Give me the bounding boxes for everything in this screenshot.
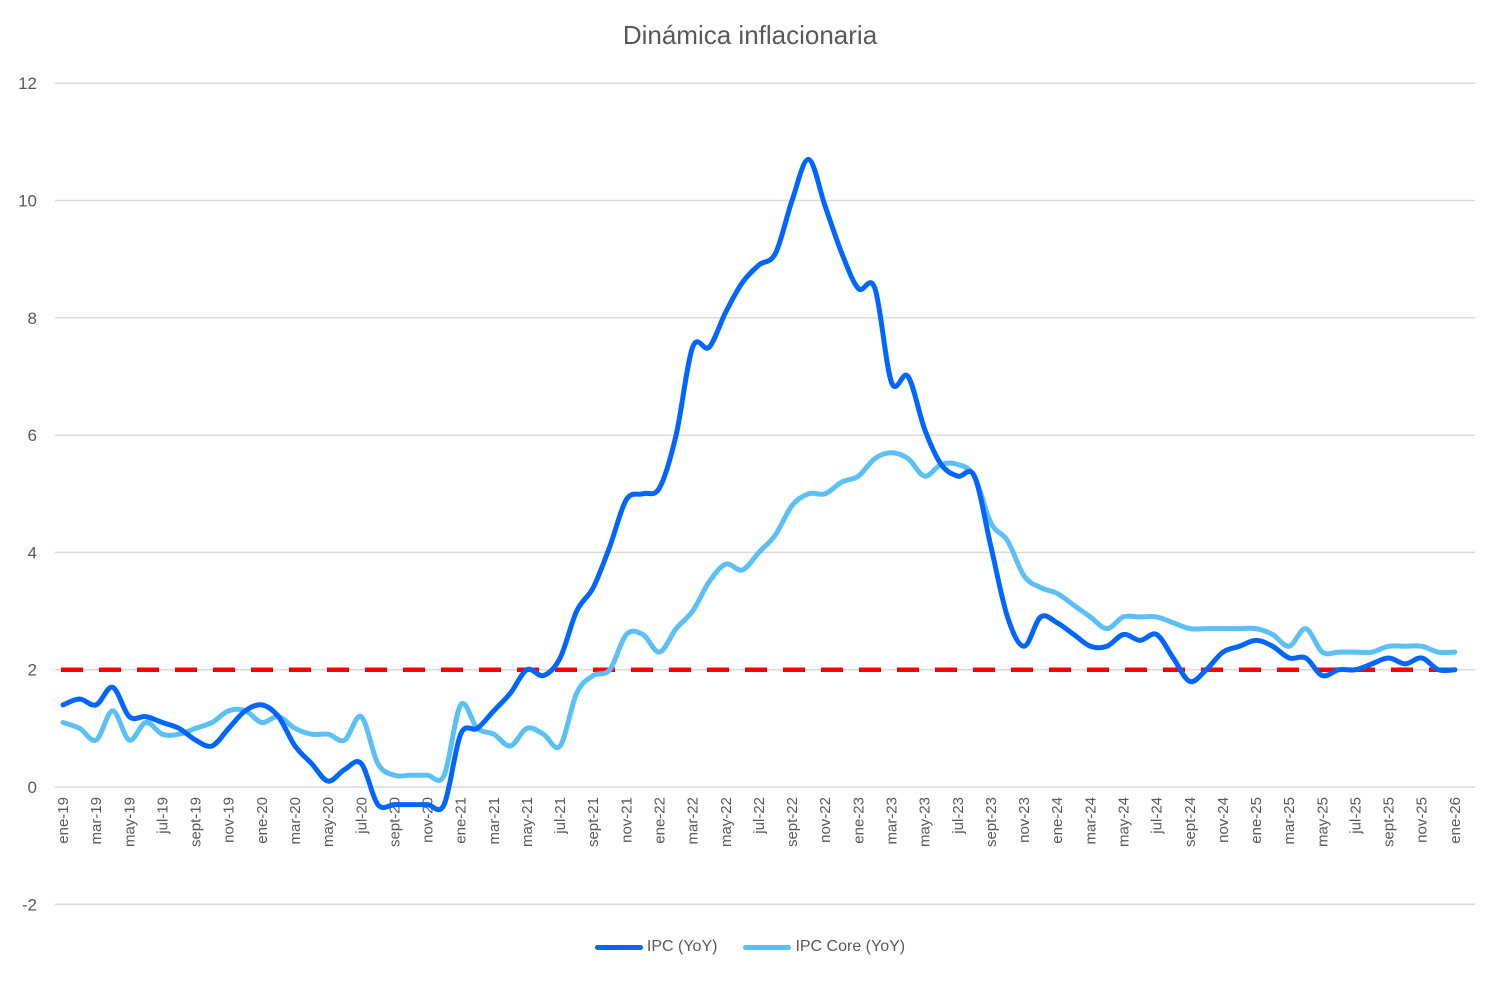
x-tick-label: mar-19 bbox=[88, 797, 105, 845]
x-tick-label: nov-22 bbox=[817, 797, 834, 843]
y-tick-label: 2 bbox=[28, 661, 37, 680]
x-tick-label: sept-25 bbox=[1381, 797, 1398, 847]
x-tick-label: may-22 bbox=[718, 797, 735, 847]
legend-swatch-ipc-core bbox=[743, 944, 792, 950]
y-tick-label: -2 bbox=[22, 895, 37, 914]
x-tick-label: may-19 bbox=[121, 797, 138, 847]
x-tick-label: mar-23 bbox=[884, 797, 901, 845]
x-tick-label: sept-20 bbox=[386, 797, 403, 847]
x-tick-label: sept-19 bbox=[188, 797, 205, 847]
x-tick-label: ene-20 bbox=[254, 797, 271, 844]
x-tick-label: sept-23 bbox=[983, 797, 1000, 847]
y-tick-label: 10 bbox=[18, 192, 37, 211]
chart-title: Dinámica inflacionaria bbox=[622, 20, 878, 50]
legend-label-ipc: IPC (YoY) bbox=[646, 938, 718, 955]
legend: IPC (YoY) IPC Core (YoY) bbox=[0, 938, 1500, 956]
series-lines bbox=[60, 156, 1458, 813]
x-tick-label: mar-22 bbox=[685, 797, 702, 845]
x-tick-label: ene-24 bbox=[1049, 797, 1066, 844]
y-tick-label: 4 bbox=[28, 543, 37, 562]
x-tick-label: ene-23 bbox=[850, 797, 867, 844]
legend-item-ipc-core[interactable]: IPC Core (YoY) bbox=[743, 938, 905, 956]
y-tick-label: 12 bbox=[18, 74, 37, 93]
legend-label-ipc-core: IPC Core (YoY) bbox=[795, 938, 906, 955]
y-tick-label: 0 bbox=[28, 778, 37, 797]
gridlines bbox=[55, 82, 1475, 906]
y-tick-label: 8 bbox=[28, 309, 37, 328]
x-tick-label: ene-26 bbox=[1447, 797, 1464, 844]
x-tick-label: mar-24 bbox=[1082, 797, 1099, 845]
x-tick-label: jul-20 bbox=[353, 797, 370, 835]
x-tick-label: ene-22 bbox=[652, 797, 669, 844]
x-tick-label: jul-19 bbox=[154, 797, 171, 835]
x-tick-label: sept-21 bbox=[585, 797, 602, 847]
x-tick-label: jul-21 bbox=[552, 797, 569, 835]
series-ipc-core-line[interactable] bbox=[60, 450, 1458, 783]
x-tick-label: sept-22 bbox=[784, 797, 801, 847]
x-tick-label: nov-21 bbox=[618, 797, 635, 843]
x-tick-label: ene-21 bbox=[453, 797, 470, 844]
plot-area: -2 0 2 4 6 8 10 12 ene-19 mar-19 may-19 jul-19 sept… bbox=[18, 74, 1475, 914]
x-tick-label: nov-25 bbox=[1414, 797, 1431, 843]
series-ipc-line[interactable] bbox=[60, 156, 1458, 813]
x-tick-label: jul-25 bbox=[1347, 797, 1364, 835]
x-tick-label: nov-23 bbox=[1016, 797, 1033, 843]
y-axis: -2 0 2 4 6 8 10 12 bbox=[18, 74, 37, 914]
x-tick-label: may-25 bbox=[1314, 797, 1331, 847]
legend-swatch-ipc bbox=[594, 944, 643, 950]
x-tick-label: jul-24 bbox=[1149, 797, 1166, 835]
x-tick-label: sept-24 bbox=[1182, 797, 1199, 847]
x-tick-label: may-24 bbox=[1115, 797, 1132, 847]
x-tick-label: may-21 bbox=[519, 797, 536, 847]
x-tick-label: may-20 bbox=[320, 797, 337, 847]
x-axis: ene-19 mar-19 may-19 jul-19 sept-19 nov-19 ene… bbox=[55, 797, 1464, 847]
x-tick-label: nov-19 bbox=[221, 797, 238, 843]
x-tick-label: mar-20 bbox=[287, 797, 304, 845]
x-tick-label: jul-22 bbox=[751, 797, 768, 835]
x-tick-label: ene-25 bbox=[1248, 797, 1265, 844]
x-tick-label: jul-23 bbox=[950, 797, 967, 835]
x-tick-label: nov-24 bbox=[1215, 797, 1232, 843]
legend-item-ipc[interactable]: IPC (YoY) bbox=[594, 938, 718, 956]
x-tick-label: mar-25 bbox=[1281, 797, 1298, 845]
x-tick-label: may-23 bbox=[917, 797, 934, 847]
x-tick-label: mar-21 bbox=[486, 797, 503, 845]
y-tick-label: 6 bbox=[28, 426, 37, 445]
x-tick-label: ene-19 bbox=[55, 797, 72, 844]
